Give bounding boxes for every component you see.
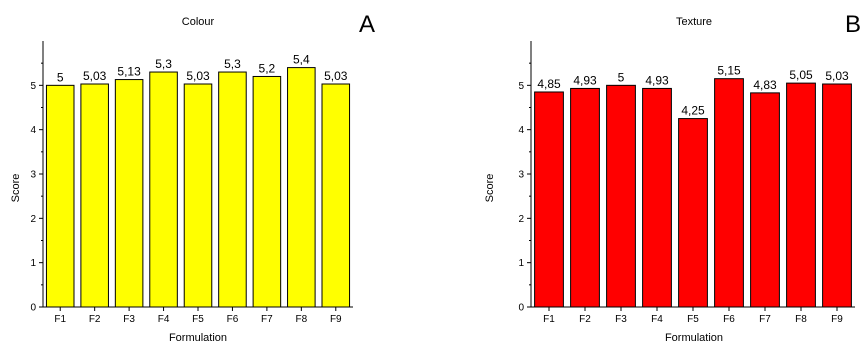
chart-panel-b: Texture B Score Formulation 0 1 2 3 4 5 4,85 F1…: [484, 11, 861, 344]
x-tick-label: F7: [759, 314, 771, 325]
x-tick-label: F8: [795, 314, 807, 325]
x-tick-label: F1: [54, 314, 66, 325]
data-label: 5,03: [186, 69, 210, 83]
x-axis-label: Formulation: [169, 332, 227, 344]
data-label: 4,85: [537, 77, 561, 91]
y-tick-label: 3: [518, 170, 524, 181]
y-tick-label: 3: [30, 170, 36, 181]
bar: [534, 91, 564, 308]
y-tick-label: 5: [518, 81, 524, 92]
data-label: 5,03: [83, 69, 107, 83]
bar: [114, 79, 144, 308]
y-tick-label: 5: [30, 81, 36, 92]
y-axis-label: Score: [484, 174, 496, 203]
bar: [149, 71, 178, 308]
y-tick-label: 4: [30, 125, 36, 136]
bar: [45, 84, 75, 308]
y-axis-label: Score: [10, 174, 22, 203]
panel-label: A: [359, 11, 375, 38]
bar: [321, 83, 351, 308]
bar: [642, 87, 672, 308]
x-tick-label: F1: [543, 314, 555, 325]
x-axis-label: Formulation: [665, 332, 723, 344]
data-label: 4,93: [645, 73, 669, 87]
y-tick-label: 1: [30, 258, 36, 269]
x-tick-label: F2: [89, 314, 101, 325]
y-tick-label: 0: [30, 303, 36, 314]
bar: [183, 83, 213, 308]
x-tick-label: F5: [192, 314, 204, 325]
data-label: 4,93: [573, 73, 597, 87]
x-tick-label: F2: [579, 314, 591, 325]
x-tick-label: F4: [158, 314, 170, 325]
data-label: 4,83: [753, 78, 777, 92]
x-tick-label: F8: [295, 314, 307, 325]
bar: [80, 83, 109, 308]
data-label: 5: [618, 70, 625, 84]
data-label: 5,05: [789, 68, 813, 82]
bar: [218, 71, 247, 308]
x-tick-label: F6: [227, 314, 239, 325]
data-label: 5,03: [825, 69, 849, 83]
panel-label: B: [845, 11, 861, 38]
y-tick-label: 0: [518, 303, 524, 314]
data-label: 4,25: [681, 104, 705, 118]
x-tick-label: F3: [615, 314, 627, 325]
chart-panel-a: Colour A Score Formulation 0 1 2 3 4 5 5 F1 5,03…: [10, 11, 375, 344]
x-tick-label: F4: [651, 314, 663, 325]
data-label: 5,15: [717, 64, 741, 78]
data-label: 5,03: [324, 69, 348, 83]
x-tick-label: F9: [330, 314, 342, 325]
bar: [252, 75, 282, 308]
data-label: 5,2: [259, 61, 276, 75]
data-label: 5: [57, 70, 64, 84]
x-tick-label: F7: [261, 314, 273, 325]
bar: [606, 84, 636, 308]
x-tick-label: F3: [123, 314, 135, 325]
bar: [714, 78, 744, 308]
data-label: 5,3: [224, 57, 241, 71]
bar: [750, 92, 780, 308]
y-tick-label: 4: [518, 125, 524, 136]
data-label: 5,13: [117, 65, 141, 79]
x-tick-label: F6: [723, 314, 735, 325]
plot-area-a: 0 1 2 3 4 5 5 F1 5,03 F2 5,13 F3 5,3 F4 5,03 F5 5,3 F6 5,2…: [30, 41, 353, 325]
chart-title: Colour: [182, 16, 215, 28]
plot-area-b: 0 1 2 3 4 5 4,85 F1 4,93 F2 5 F3 4,93 F4 4,25 F5 5,15 F6 4…: [518, 41, 855, 325]
y-tick-label: 2: [30, 214, 36, 225]
y-tick-label: 1: [518, 258, 524, 269]
data-label: 5,3: [155, 57, 172, 71]
x-tick-label: F9: [831, 314, 843, 325]
bar: [678, 118, 708, 308]
x-tick-label: F5: [687, 314, 699, 325]
bar: [570, 87, 600, 308]
y-tick-label: 2: [518, 214, 524, 225]
data-label: 5,4: [293, 53, 310, 67]
bar: [287, 67, 316, 308]
bar: [786, 82, 816, 308]
bar: [822, 83, 852, 308]
chart-title: Texture: [676, 16, 712, 28]
